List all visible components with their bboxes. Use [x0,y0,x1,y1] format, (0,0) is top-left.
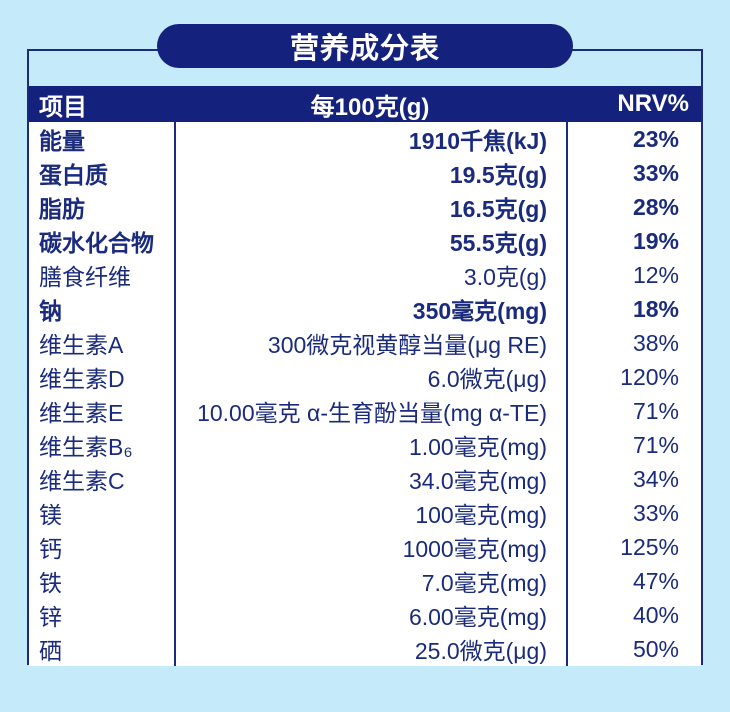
nutrient-amount: 34.0毫克(mg) [174,462,566,496]
nutrient-nrv: 71% [566,428,701,462]
nutrient-name: 硒 [39,638,62,664]
nutrient-name: 镁 [39,502,62,528]
nutrient-amount: 1.00毫克(mg) [174,428,566,462]
header-item-column: 项目 [39,93,87,121]
nutrient-name: 维生素E [39,400,124,426]
nutrient-name: 碳水化合物 [39,230,154,256]
nutrient-name: 铁 [39,570,62,596]
table-row: 维生素C 34.0毫克(mg) 34% [29,462,701,496]
table-row: 膳食纤维 3.0克(g) 12% [29,258,701,292]
nutrient-name: 维生素D [39,366,125,392]
nutrient-nrv: 33% [566,496,701,530]
nutrient-nrv: 34% [566,462,701,496]
table-row: 能量 1910千焦(kJ) 23% [29,122,701,156]
nutrient-nrv: 19% [566,224,701,258]
table-header-row: 项目 每100克(g) NRV% [29,86,701,122]
nutrient-amount: 6.00毫克(mg) [174,598,566,632]
nutrient-name: 维生素C [39,468,125,494]
nutrient-amount: 55.5克(g) [174,224,566,258]
table-row: 维生素B₆ 1.00毫克(mg) 71% [29,428,701,462]
table-row: 钙 1000毫克(mg) 125% [29,530,701,564]
nutrient-nrv: 23% [566,122,701,156]
nutrient-name: 能量 [39,128,85,154]
nutrient-amount: 16.5克(g) [174,190,566,224]
nutrient-name: 膳食纤维 [39,264,131,290]
nutrient-name: 维生素A [39,332,124,358]
header-nrv-column: NRV% [617,90,689,117]
nutrient-amount: 300微克视黄醇当量(μg RE) [174,326,566,360]
nutrient-nrv: 12% [566,258,701,292]
nutrient-name: 脂肪 [39,196,85,222]
nutrient-amount: 1910千焦(kJ) [174,122,566,156]
nutrient-name: 蛋白质 [39,162,108,188]
nutrient-nrv: 71% [566,394,701,428]
table-row: 维生素A 300微克视黄醇当量(μg RE) 38% [29,326,701,360]
table-row: 脂肪 16.5克(g) 28% [29,190,701,224]
nutrient-nrv: 33% [566,156,701,190]
table-row: 维生素E 10.00毫克 α-生育酚当量(mg α-TE) 71% [29,394,701,428]
nutrient-nrv: 40% [566,598,701,632]
nutrient-amount: 1000毫克(mg) [174,530,566,564]
nutrient-amount: 10.00毫克 α-生育酚当量(mg α-TE) [174,394,566,428]
table-row: 碳水化合物 55.5克(g) 19% [29,224,701,258]
nutrient-name: 钙 [39,536,62,562]
nutrient-amount: 6.0微克(μg) [174,360,566,394]
nutrient-nrv: 125% [566,530,701,564]
nutrient-nrv: 28% [566,190,701,224]
table-row: 蛋白质 19.5克(g) 33% [29,156,701,190]
nutrient-nrv: 50% [566,632,701,666]
nutrient-amount: 100毫克(mg) [174,496,566,530]
table-title-pill: 营养成分表 [157,24,573,68]
nutrient-amount: 19.5克(g) [174,156,566,190]
table-row: 维生素D 6.0微克(μg) 120% [29,360,701,394]
header-per100g-column: 每100克(g) [310,93,430,121]
table-row: 镁 100毫克(mg) 33% [29,496,701,530]
nutrient-nrv: 120% [566,360,701,394]
nutrient-amount: 3.0克(g) [174,258,566,292]
table-row: 钠 350毫克(mg) 18% [29,292,701,326]
nutrient-amount: 7.0毫克(mg) [174,564,566,598]
table-row: 锌 6.00毫克(mg) 40% [29,598,701,632]
nutrient-nrv: 38% [566,326,701,360]
nutrient-amount: 350毫克(mg) [174,292,566,326]
nutrient-amount: 25.0微克(μg) [174,632,566,666]
nutrient-name: 钠 [39,298,62,324]
nutrient-name: 维生素B₆ [39,434,133,460]
nutrient-nrv: 18% [566,292,701,326]
nutrition-table: 项目 每100克(g) NRV% 能量 1910千焦(kJ) 23% 蛋白质 1… [27,49,703,666]
table-title: 营养成分表 [289,33,440,65]
table-body: 能量 1910千焦(kJ) 23% 蛋白质 19.5克(g) 33% 脂肪 16… [29,122,701,666]
table-row: 硒 25.0微克(μg) 50% [29,632,701,666]
table-row: 铁 7.0毫克(mg) 47% [29,564,701,598]
nutrient-name: 锌 [39,604,62,630]
nutrient-nrv: 47% [566,564,701,598]
